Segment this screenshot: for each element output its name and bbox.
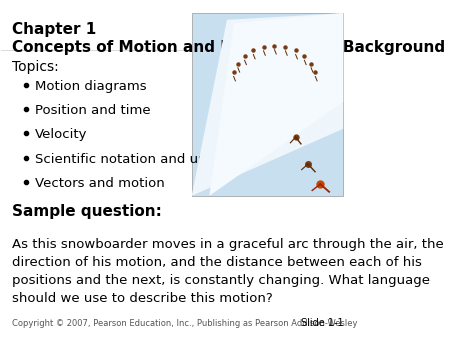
Polygon shape bbox=[209, 13, 343, 196]
Text: Vectors and motion: Vectors and motion bbox=[35, 177, 165, 190]
Text: Slide 1-1: Slide 1-1 bbox=[301, 318, 343, 328]
Text: Velocity: Velocity bbox=[35, 128, 87, 141]
FancyBboxPatch shape bbox=[192, 13, 343, 196]
Text: As this snowboarder moves in a graceful arc through the air, the
direction of hi: As this snowboarder moves in a graceful … bbox=[12, 238, 444, 305]
Text: Concepts of Motion and Mathematical Background: Concepts of Motion and Mathematical Back… bbox=[12, 40, 445, 55]
Text: Position and time: Position and time bbox=[35, 104, 150, 117]
Text: Chapter 1: Chapter 1 bbox=[12, 22, 96, 37]
Text: Sample question:: Sample question: bbox=[12, 204, 162, 219]
Text: Copyright © 2007, Pearson Education, Inc., Publishing as Pearson Addison-Wesley: Copyright © 2007, Pearson Education, Inc… bbox=[12, 319, 357, 328]
Polygon shape bbox=[192, 13, 343, 196]
Text: Topics:: Topics: bbox=[12, 60, 58, 74]
Text: Motion diagrams: Motion diagrams bbox=[35, 80, 147, 93]
Text: Scientific notation and units: Scientific notation and units bbox=[35, 152, 222, 166]
